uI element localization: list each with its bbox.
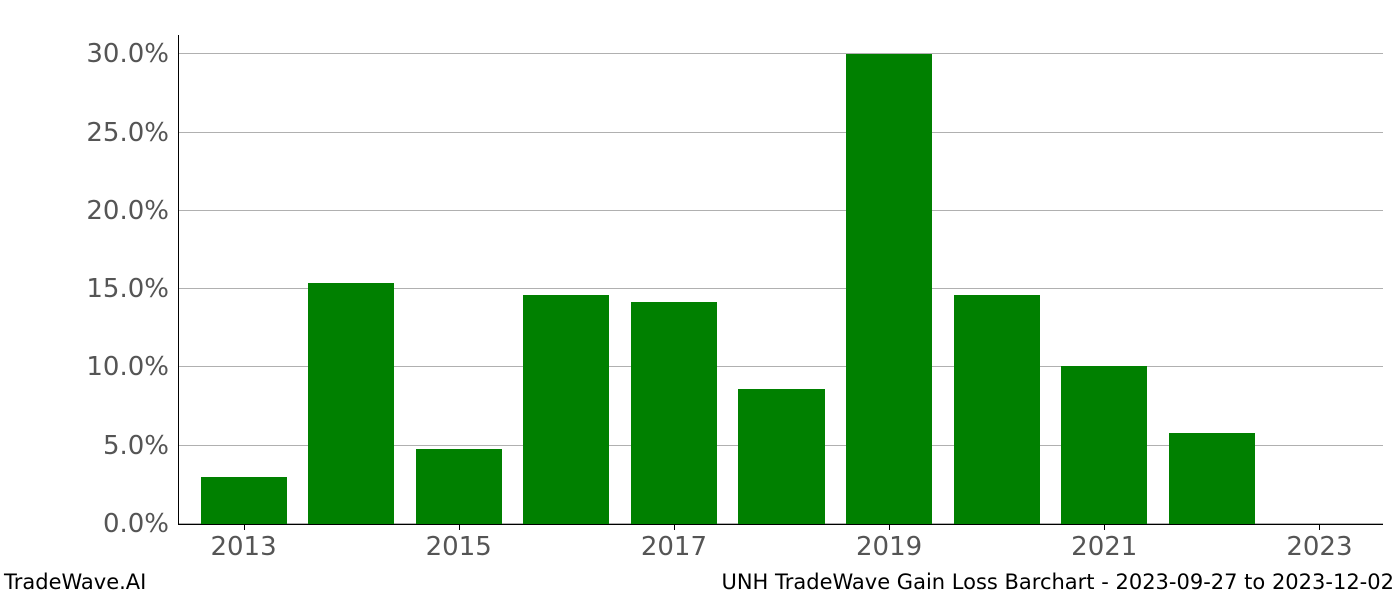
footer-left-caption: TradeWave.AI [4,570,146,594]
bar-2016 [523,295,609,524]
gridline [179,53,1383,54]
bar-2014 [308,283,394,524]
x-tick-label: 2021 [1071,524,1137,562]
y-tick-label: 30.0% [86,39,179,69]
y-tick-label: 0.0% [103,509,179,539]
y-tick-label: 10.0% [86,352,179,382]
figure: 0.0% 5.0% 10.0% 15.0% 20.0% 25.0% 30.0% 2013 201… [0,0,1400,600]
y-tick-label: 5.0% [103,431,179,461]
y-tick-label: 25.0% [86,118,179,148]
x-tick-label: 2013 [210,524,276,562]
bar-2022 [1169,433,1255,524]
bar-2019 [846,54,932,524]
x-tick-label: 2017 [641,524,707,562]
gridline [179,210,1383,211]
x-tick-label: 2023 [1286,524,1352,562]
bar-2013 [201,477,287,524]
bar-2018 [738,389,824,524]
bar-2017 [631,302,717,524]
footer-right-caption: UNH TradeWave Gain Loss Barchart - 2023-… [721,570,1394,594]
gridline [179,132,1383,133]
x-tick-label: 2015 [426,524,492,562]
chart-axes: 0.0%5.0%10.0%15.0%20.0%25.0%30.0%2013201… [178,35,1383,525]
y-tick-label: 20.0% [86,196,179,226]
x-tick-label: 2019 [856,524,922,562]
bar-2020 [954,295,1040,524]
y-tick-label: 15.0% [86,274,179,304]
bar-2021 [1061,366,1147,524]
bar-2015 [416,449,502,524]
